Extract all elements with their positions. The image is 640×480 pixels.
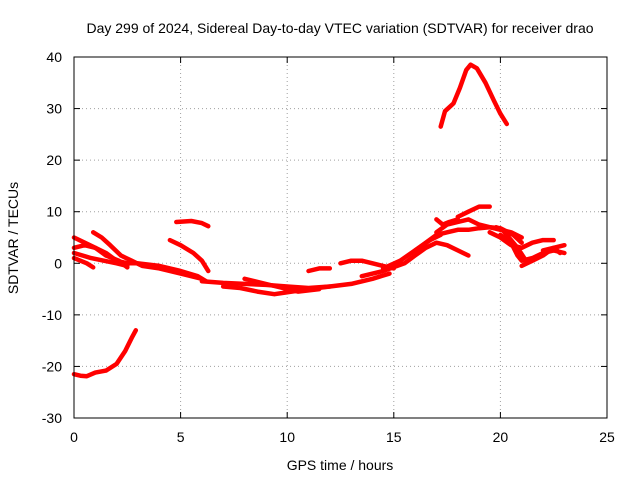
y-tick-label: 10: [46, 204, 62, 220]
series-arc-12: [242, 276, 322, 294]
series-arc-1: [71, 328, 139, 379]
series-layer: [71, 62, 567, 379]
y-tick-label: 40: [46, 49, 62, 65]
y-axis-title: SDTVAR / TECUs: [5, 182, 21, 294]
x-tick-label: 20: [493, 429, 509, 445]
x-tick-label: 15: [386, 429, 402, 445]
series-arc-5: [71, 250, 130, 269]
y-tick-label: -10: [42, 307, 62, 323]
series-arc-19: [434, 217, 461, 227]
y-tick-label: 20: [46, 152, 62, 168]
series-arc-20: [455, 204, 492, 220]
y-tick-label: 30: [46, 101, 62, 117]
y-tick-label: 0: [54, 255, 62, 271]
series-arc-4: [90, 230, 205, 282]
series-arc-23: [493, 224, 529, 263]
series-arc-9: [167, 237, 211, 274]
x-tick-label: 10: [279, 429, 295, 445]
series-arc-15: [359, 240, 471, 279]
axis-ticks: 0 5 10 15 20 25 -30 -20 -10 0 10 20 30 40: [42, 49, 615, 445]
x-tick-label: 0: [70, 429, 78, 445]
x-axis-title: GPS time / hours: [287, 457, 394, 473]
x-tick-label: 5: [177, 429, 185, 445]
series-arc-6: [71, 255, 96, 270]
plot-frame: [73, 56, 608, 419]
y-tick-label: -20: [42, 358, 62, 374]
y-tick-label: -30: [42, 410, 62, 426]
chart-title: Day 299 of 2024, Sidereal Day-to-day VTE…: [86, 20, 593, 36]
series-arc-2: [438, 62, 510, 129]
series-arc-24: [519, 242, 567, 269]
series-arc-10: [199, 271, 392, 291]
series-arc-7: [71, 235, 130, 270]
x-tick-label: 25: [599, 429, 615, 445]
series-arc-25: [540, 245, 563, 256]
series-arc-8: [174, 218, 211, 229]
series-arc-13: [306, 266, 333, 274]
